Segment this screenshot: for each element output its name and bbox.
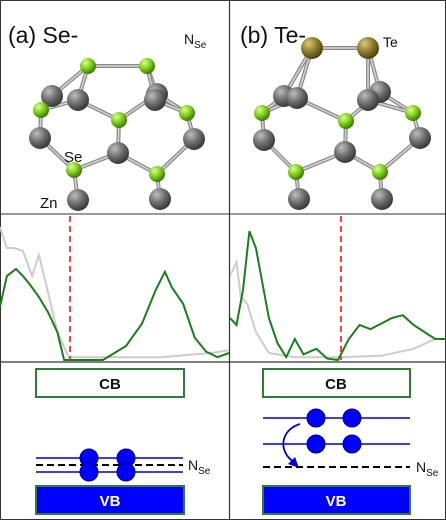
- vb-label-b: VB: [326, 493, 347, 510]
- struct-b-atom-te: [301, 37, 323, 59]
- struct-a-atom-zn: [144, 89, 166, 111]
- struct-a-atom-zn: [41, 85, 63, 107]
- struct-a-atom-zn: [67, 89, 89, 111]
- struct-a-atom-se: [179, 105, 195, 121]
- struct-a-atom-se: [111, 112, 127, 128]
- level-label-a: NSe: [188, 457, 211, 477]
- struct-b-atom-se: [338, 113, 354, 129]
- electron-b-3: [306, 434, 326, 454]
- cb-box-a: [35, 368, 185, 398]
- struct-a-atom-se: [80, 58, 96, 74]
- struct-b-atom-se: [254, 105, 270, 121]
- dos-plot-b: [230, 230, 446, 362]
- struct-b-atom-se: [288, 164, 304, 180]
- atom-label-se: Se: [64, 149, 82, 166]
- struct-a-atom-zn: [149, 188, 171, 210]
- dos-plot-a: [0, 226, 229, 361]
- struct-a-atom-se: [66, 162, 82, 178]
- level-label-a-main: N: [188, 457, 198, 473]
- transfer-arrow-b: [282, 423, 301, 463]
- struct-a-atom-se: [139, 58, 155, 74]
- struct-a-atom-zn: [107, 142, 129, 164]
- dos-curve-green-b: [230, 230, 446, 362]
- struct-b-atom-te: [357, 37, 379, 59]
- electron-a-4: [116, 462, 136, 482]
- level-label-b-main: N: [416, 459, 426, 475]
- struct-a-atom-zn: [67, 189, 89, 211]
- vb-box-a: [35, 485, 185, 515]
- struct-b-atom-zn: [288, 188, 310, 210]
- struct-b-atom-zn: [357, 89, 379, 111]
- panel-a-label-n: N: [184, 31, 194, 47]
- electron-b-4: [342, 434, 362, 454]
- vb-label-a: VB: [100, 493, 121, 510]
- struct-a-atom-zn: [29, 127, 51, 149]
- struct-a-atom-se: [149, 166, 165, 182]
- electron-b-1: [306, 408, 326, 428]
- struct-b-atom-zn: [286, 87, 308, 109]
- level-label-b-sub: Se: [426, 468, 439, 479]
- struct-b-atom-se: [372, 164, 388, 180]
- atom-label-te: Te: [383, 34, 398, 50]
- cb-label-b: CB: [325, 376, 347, 393]
- panel-b-title: (b) Te-: [240, 22, 306, 48]
- transfer-arrowhead-b: [288, 457, 299, 468]
- panel-a-label-sub: Se: [194, 40, 207, 51]
- vb-box-b: [262, 485, 411, 515]
- struct-b-atom-zn: [371, 188, 393, 210]
- cb-box-b: [262, 368, 411, 398]
- dos-curve-green-a: [0, 267, 229, 361]
- struct-b-atom-zn: [334, 141, 356, 163]
- electron-b-2: [342, 408, 362, 428]
- struct-b-atom-zn: [409, 127, 431, 149]
- struct-a-atom-zn: [183, 128, 205, 150]
- struct-a-atom-se: [33, 102, 49, 118]
- struct-b-atom-se: [405, 105, 421, 121]
- panel-a-title: (a) Se-: [8, 22, 78, 48]
- panel-a-label-nse: NSe: [184, 31, 207, 51]
- cb-label-a: CB: [99, 376, 121, 393]
- dos-curve-grey-a: [0, 226, 229, 359]
- atom-label-zn: Zn: [40, 195, 58, 212]
- level-label-a-sub: Se: [198, 466, 211, 477]
- level-label-b: NSe: [416, 459, 439, 479]
- dos-curve-grey-b: [230, 258, 446, 359]
- electron-a-2: [79, 462, 99, 482]
- struct-b-atom-zn: [253, 129, 275, 151]
- structure-b: [253, 37, 431, 210]
- structure-a: [29, 58, 205, 211]
